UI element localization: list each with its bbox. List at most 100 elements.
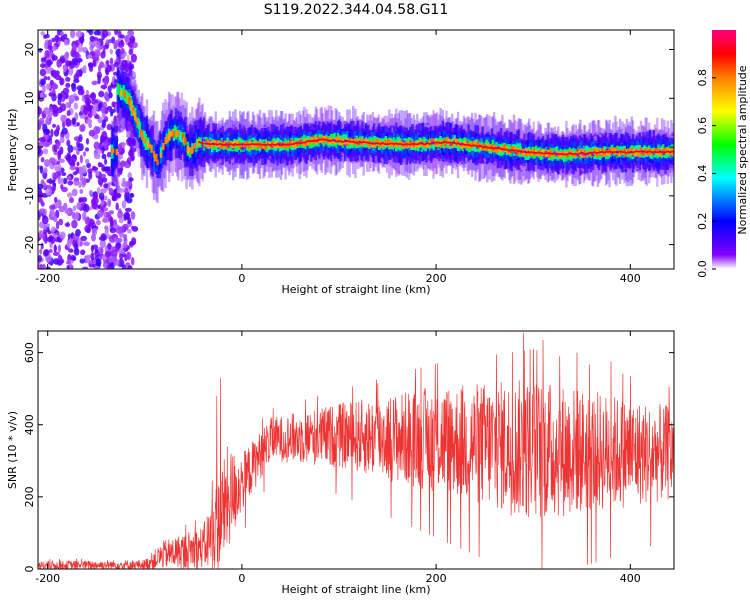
spectrogram-fleck (553, 151, 557, 154)
spectrogram-fleck (577, 155, 581, 158)
spectrogram-fleck (243, 127, 247, 130)
spectrogram-speckle (68, 60, 73, 66)
spectrogram-speckle (83, 203, 90, 213)
spectrogram-speckle (39, 208, 46, 214)
spectrogram-speckle (48, 234, 54, 242)
spectrogram-fleck (594, 141, 598, 144)
spectrogram-speckle (76, 122, 80, 127)
spectrogram-fleck (585, 140, 588, 143)
spectrogram-speckle (65, 76, 71, 82)
spectrogram-fleck (591, 154, 595, 157)
spectrogram-speckle (111, 249, 118, 257)
spectrogram-fleck (637, 132, 641, 136)
spectrogram-ridge-cell (304, 138, 307, 143)
spectrogram-speckle (109, 57, 114, 65)
spectrogram-speckle (127, 30, 134, 37)
spectrogram-fleck (205, 159, 209, 163)
spectrogram-ridge-cell (294, 142, 298, 148)
spectrogram-fleck (240, 143, 244, 146)
spectrogram-speckle (101, 177, 108, 183)
spectrogram-fleck (391, 125, 395, 128)
spectrogram-fleck (219, 162, 223, 165)
spectrogram-speckle (111, 101, 116, 108)
spectrogram-speckle (50, 209, 56, 218)
spectrogram-speckle (44, 142, 50, 147)
spectrogram-speckle (93, 30, 101, 36)
colorbar-tick-label-3: 0.6 (696, 117, 709, 135)
spectrogram-fleck (243, 146, 247, 149)
spectrogram-fleck (250, 129, 253, 132)
spectrogram-speckle (94, 50, 101, 58)
spectrogram-fleck (475, 146, 479, 150)
spectrogram-speckle (53, 216, 58, 222)
spectrogram-fleck (405, 130, 409, 133)
spectrogram-speckle (42, 167, 48, 174)
spectrogram-speckle (104, 250, 111, 258)
spectrogram-speckle (82, 211, 87, 219)
spectrogram-fleck (554, 140, 558, 144)
spectrogram-speckle (94, 248, 99, 254)
spectrogram-fleck (570, 160, 574, 164)
spectrogram-fleck (573, 162, 577, 165)
spectrogram-fleck (618, 142, 622, 145)
spectrogram-fleck (304, 156, 308, 159)
spectrogram-speckle (86, 118, 93, 125)
spectrogram-fleck (572, 158, 576, 161)
spectrogram-fleck (671, 166, 674, 169)
spectrogram-fleck (532, 166, 535, 169)
spectrogram-fleck (225, 142, 228, 145)
figure-title: S119.2022.344.04.58.G11 (264, 2, 449, 18)
spectrogram-ridge-cell (164, 136, 167, 145)
spectrogram-speckle (110, 83, 117, 88)
spectrogram-speckle (38, 137, 46, 142)
spectrogram-speckle (47, 76, 51, 81)
spectrogram-fleck (507, 157, 511, 160)
spectrogram-fleck (227, 146, 231, 149)
spectrogram-speckle (100, 173, 106, 178)
spectrogram-ridge-cell (206, 142, 209, 149)
spectrogram-fleck (561, 138, 565, 141)
spectrogram-ridge-cell (338, 136, 341, 142)
spectrogram-speckle (61, 127, 68, 135)
spectrogram-speckle (68, 248, 74, 253)
spectrogram-speckle (116, 237, 123, 243)
spectrogram-speckle (85, 147, 89, 152)
spectrogram-fleck (402, 140, 406, 143)
spectrogram-speckle (127, 229, 132, 234)
spectrogram-fleck (554, 154, 558, 157)
spectrogram-ridge-cell (447, 138, 450, 143)
spectrogram-fleck (445, 147, 449, 150)
spectrogram-x-label: Height of straight line (km) (281, 283, 430, 296)
spectrogram-fleck (229, 153, 233, 157)
spectrogram-speckle (64, 209, 72, 214)
spectrogram-speckle (66, 192, 73, 198)
spectrogram-fleck (344, 139, 348, 142)
spectrogram-speckle (76, 161, 80, 167)
spectrogram-speckle (109, 227, 117, 234)
spectrogram-speckle (113, 61, 119, 68)
spectrogram-fleck (379, 160, 383, 164)
spectrogram-fleck (434, 155, 438, 158)
spectrogram-speckle (68, 94, 76, 104)
spectrogram-fleck (299, 155, 303, 158)
spectrogram-ridge-cell (489, 144, 492, 150)
spectrogram-speckle (119, 246, 124, 255)
spectrogram-speckle (97, 75, 101, 85)
spectrogram-ridge-cell (156, 159, 159, 166)
spectrogram-speckle (54, 201, 59, 209)
spectrogram-fleck (231, 162, 235, 166)
spectrogram-speckle (128, 150, 134, 158)
spectrogram-ridge-cell (221, 140, 224, 146)
spectrogram-speckle (116, 114, 122, 122)
spectrogram-speckle (38, 191, 44, 198)
spectrogram-fleck (525, 168, 529, 172)
spectrogram-fleck (259, 136, 263, 139)
spectrogram-fleck (424, 160, 428, 163)
spectrogram-speckle (40, 78, 46, 86)
spectrogram-speckle (131, 237, 137, 246)
spectrogram-fleck (548, 160, 552, 163)
spectrogram-speckle (39, 165, 44, 174)
spectrogram-speckle (45, 266, 51, 269)
spectrogram-fleck (261, 150, 265, 153)
spectrogram-fleck (624, 133, 628, 137)
